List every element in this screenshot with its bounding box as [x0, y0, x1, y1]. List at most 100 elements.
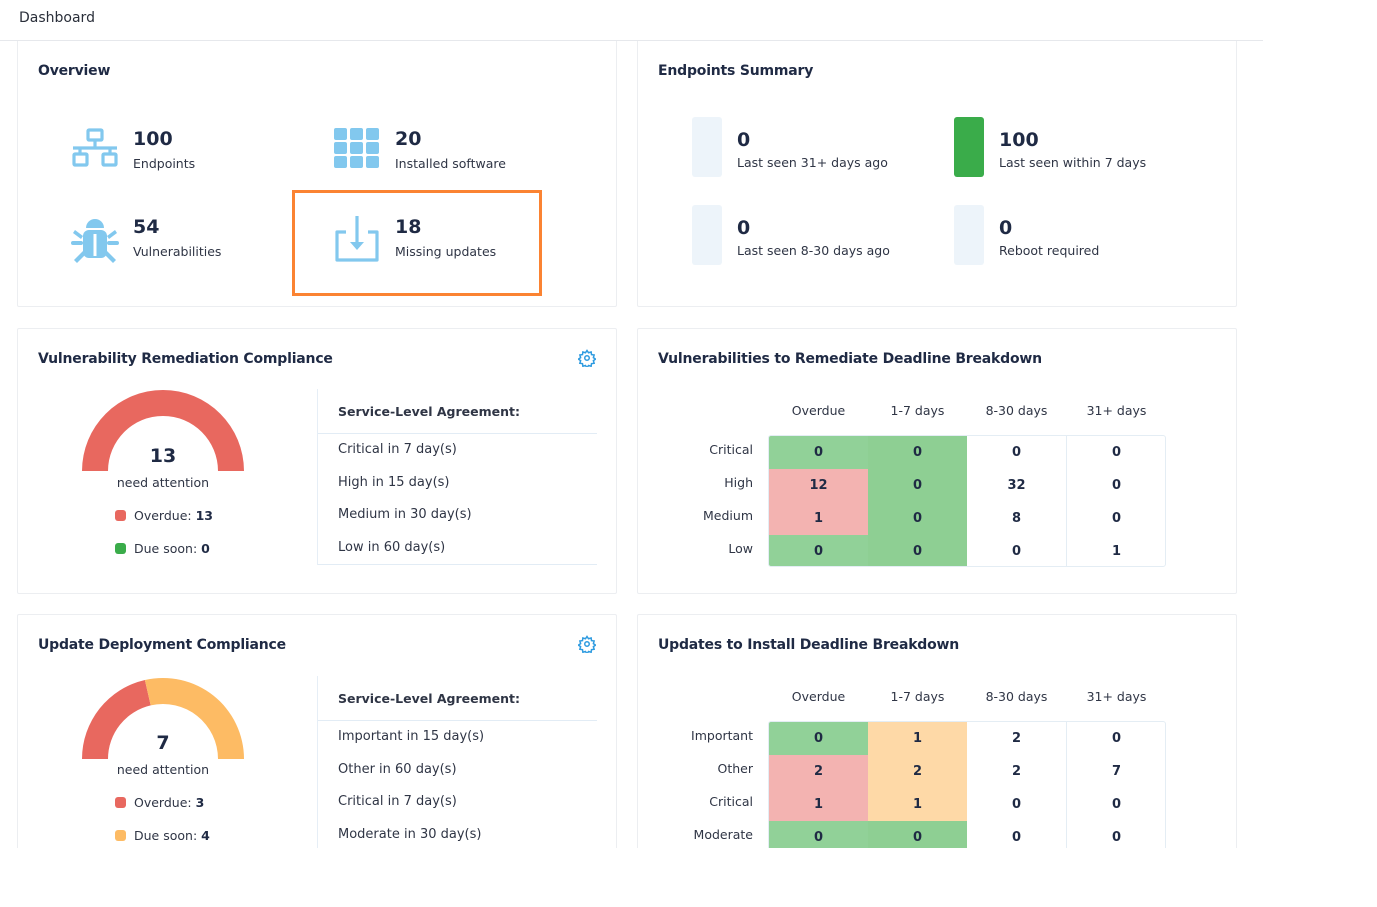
endpoints-reboot-required[interactable]: 0 Reboot required	[954, 205, 1194, 265]
col-header: 8-30 days	[985, 403, 1048, 418]
update-breakdown-title: Updates to Install Deadline Breakdown	[658, 637, 960, 653]
heat-cell[interactable]: 1	[769, 788, 868, 821]
legend-value: 13	[195, 508, 213, 523]
overview-card: Overview 100 Endpoints	[17, 41, 617, 307]
sla-item: Other in 60 day(s)	[338, 761, 457, 777]
col-header: Overdue	[791, 403, 846, 418]
gear-icon[interactable]	[578, 349, 596, 367]
heat-cell[interactable]: 0	[1111, 830, 1122, 845]
overview-title: Overview	[38, 63, 111, 79]
heat-cell[interactable]: 0	[868, 469, 967, 502]
missing-updates-label: Missing updates	[395, 244, 497, 259]
download-tray-icon	[335, 216, 379, 262]
heat-cell[interactable]: 0	[769, 535, 868, 566]
vuln-gauge	[82, 390, 244, 471]
overview-missing-updates[interactable]: 18 Missing updates	[333, 216, 563, 276]
overdue-swatch	[115, 797, 126, 808]
heat-cell[interactable]: 0	[1111, 511, 1122, 526]
heat-cell[interactable]: 0	[868, 821, 967, 848]
legend-label: Overdue:	[134, 795, 196, 810]
due-soon-swatch	[115, 830, 126, 841]
heat-cell[interactable]: 0	[1011, 830, 1022, 845]
heat-cell[interactable]: 0	[1011, 445, 1022, 460]
status-bar	[692, 117, 722, 177]
heat-cell[interactable]: 0	[1011, 544, 1022, 559]
update-compliance-title: Update Deployment Compliance	[38, 637, 286, 653]
endpoints-last-seen-31-plus[interactable]: 0 Last seen 31+ days ago	[692, 117, 932, 177]
divider	[318, 564, 597, 565]
top-bar: Dashboard	[0, 0, 1263, 41]
count: 100	[999, 129, 1039, 151]
heat-cell[interactable]: 32	[1007, 478, 1026, 493]
vulnerabilities-count: 54	[133, 216, 160, 238]
sla-title: Service-Level Agreement:	[318, 389, 597, 434]
heat-cell[interactable]: 0	[868, 436, 967, 469]
heat-cell[interactable]: 0	[1111, 731, 1122, 746]
overview-vulnerabilities[interactable]: 54 Vulnerabilities	[71, 216, 301, 276]
sla-title: Service-Level Agreement:	[318, 676, 597, 721]
heat-cell[interactable]: 2	[769, 755, 868, 788]
heat-cell[interactable]: 2	[868, 755, 967, 788]
vuln-breakdown-title: Vulnerabilities to Remediate Deadline Br…	[658, 351, 1042, 367]
row-header: Low	[728, 541, 753, 556]
endpoints-summary-title: Endpoints Summary	[658, 63, 814, 79]
legend-value: 4	[201, 828, 210, 843]
grid-apps-icon	[334, 128, 379, 168]
col-header: 31+ days	[1086, 689, 1147, 704]
legend-overdue: Overdue: 3	[115, 795, 204, 810]
highlight-box	[292, 190, 542, 296]
row-header: Other	[717, 761, 754, 776]
heat-cell[interactable]: 0	[769, 436, 868, 469]
col-header: Overdue	[791, 689, 846, 704]
vuln-compliance-title: Vulnerability Remediation Compliance	[38, 351, 333, 367]
sla-item: Critical in 7 day(s)	[338, 442, 457, 457]
endpoints-summary-card: Endpoints Summary 0 Last seen 31+ days a…	[637, 41, 1237, 307]
label: Last seen 8-30 days ago	[737, 243, 890, 258]
heat-cell[interactable]: 8	[1011, 511, 1022, 526]
divider	[1066, 722, 1067, 848]
heat-grid: 0 0 0 0 12 0 32 0 1 0 8 0 0 0 0 1	[768, 435, 1166, 567]
vuln-gauge-caption: need attention	[116, 475, 210, 490]
col-header: 1-7 days	[890, 403, 945, 418]
update-compliance-card: Update Deployment Compliance 7 need atte…	[17, 614, 617, 848]
heat-cell[interactable]: 1	[868, 788, 967, 821]
endpoints-last-seen-8-30[interactable]: 0 Last seen 8-30 days ago	[692, 205, 932, 265]
heat-cell[interactable]: 12	[769, 469, 868, 502]
heat-cell[interactable]: 2	[1011, 731, 1022, 746]
count: 0	[999, 217, 1013, 239]
heat-cell[interactable]: 1	[1111, 544, 1122, 559]
heat-cell[interactable]: 0	[868, 502, 967, 535]
heat-cell[interactable]: 0	[1011, 797, 1022, 812]
legend-value: 3	[195, 795, 205, 810]
endpoints-last-seen-within-7[interactable]: 100 Last seen within 7 days	[954, 117, 1194, 177]
heat-cell[interactable]: 0	[769, 821, 868, 848]
legend-due-soon: Due soon: 4	[115, 828, 210, 843]
row-header: Important	[691, 728, 753, 743]
heat-cell[interactable]: 1	[868, 722, 967, 755]
heat-cell[interactable]: 0	[1111, 445, 1122, 460]
row-header: Critical	[709, 794, 753, 809]
sla-item: Medium in 30 day(s)	[338, 507, 472, 522]
heat-cell[interactable]: 0	[1111, 478, 1122, 493]
row-header: Medium	[703, 508, 753, 523]
row-header: Critical	[709, 442, 753, 457]
overview-installed-software[interactable]: 20 Installed software	[333, 128, 563, 188]
heat-cell[interactable]: 0	[769, 722, 868, 755]
update-breakdown-card: Updates to Install Deadline Breakdown Ov…	[637, 614, 1237, 848]
update-gauge-value: 7	[156, 732, 170, 754]
overview-endpoints[interactable]: 100 Endpoints	[71, 128, 301, 188]
endpoints-count: 100	[133, 128, 173, 150]
gear-icon[interactable]	[578, 635, 596, 653]
count: 0	[737, 217, 751, 239]
sla-item: Important in 15 day(s)	[338, 729, 485, 744]
sla-item: High in 15 day(s)	[338, 474, 450, 490]
heat-cell[interactable]: 0	[868, 535, 967, 566]
heat-cell[interactable]: 1	[769, 502, 868, 535]
installed-software-count: 20	[395, 128, 422, 150]
sla-item: Low in 60 day(s)	[338, 539, 446, 555]
sla-item: Moderate in 30 day(s)	[338, 826, 482, 842]
heat-cell[interactable]: 7	[1111, 764, 1122, 779]
heat-cell[interactable]: 0	[1111, 797, 1122, 812]
legend-overdue: Overdue: 13	[115, 508, 213, 523]
heat-cell[interactable]: 2	[1011, 764, 1022, 779]
